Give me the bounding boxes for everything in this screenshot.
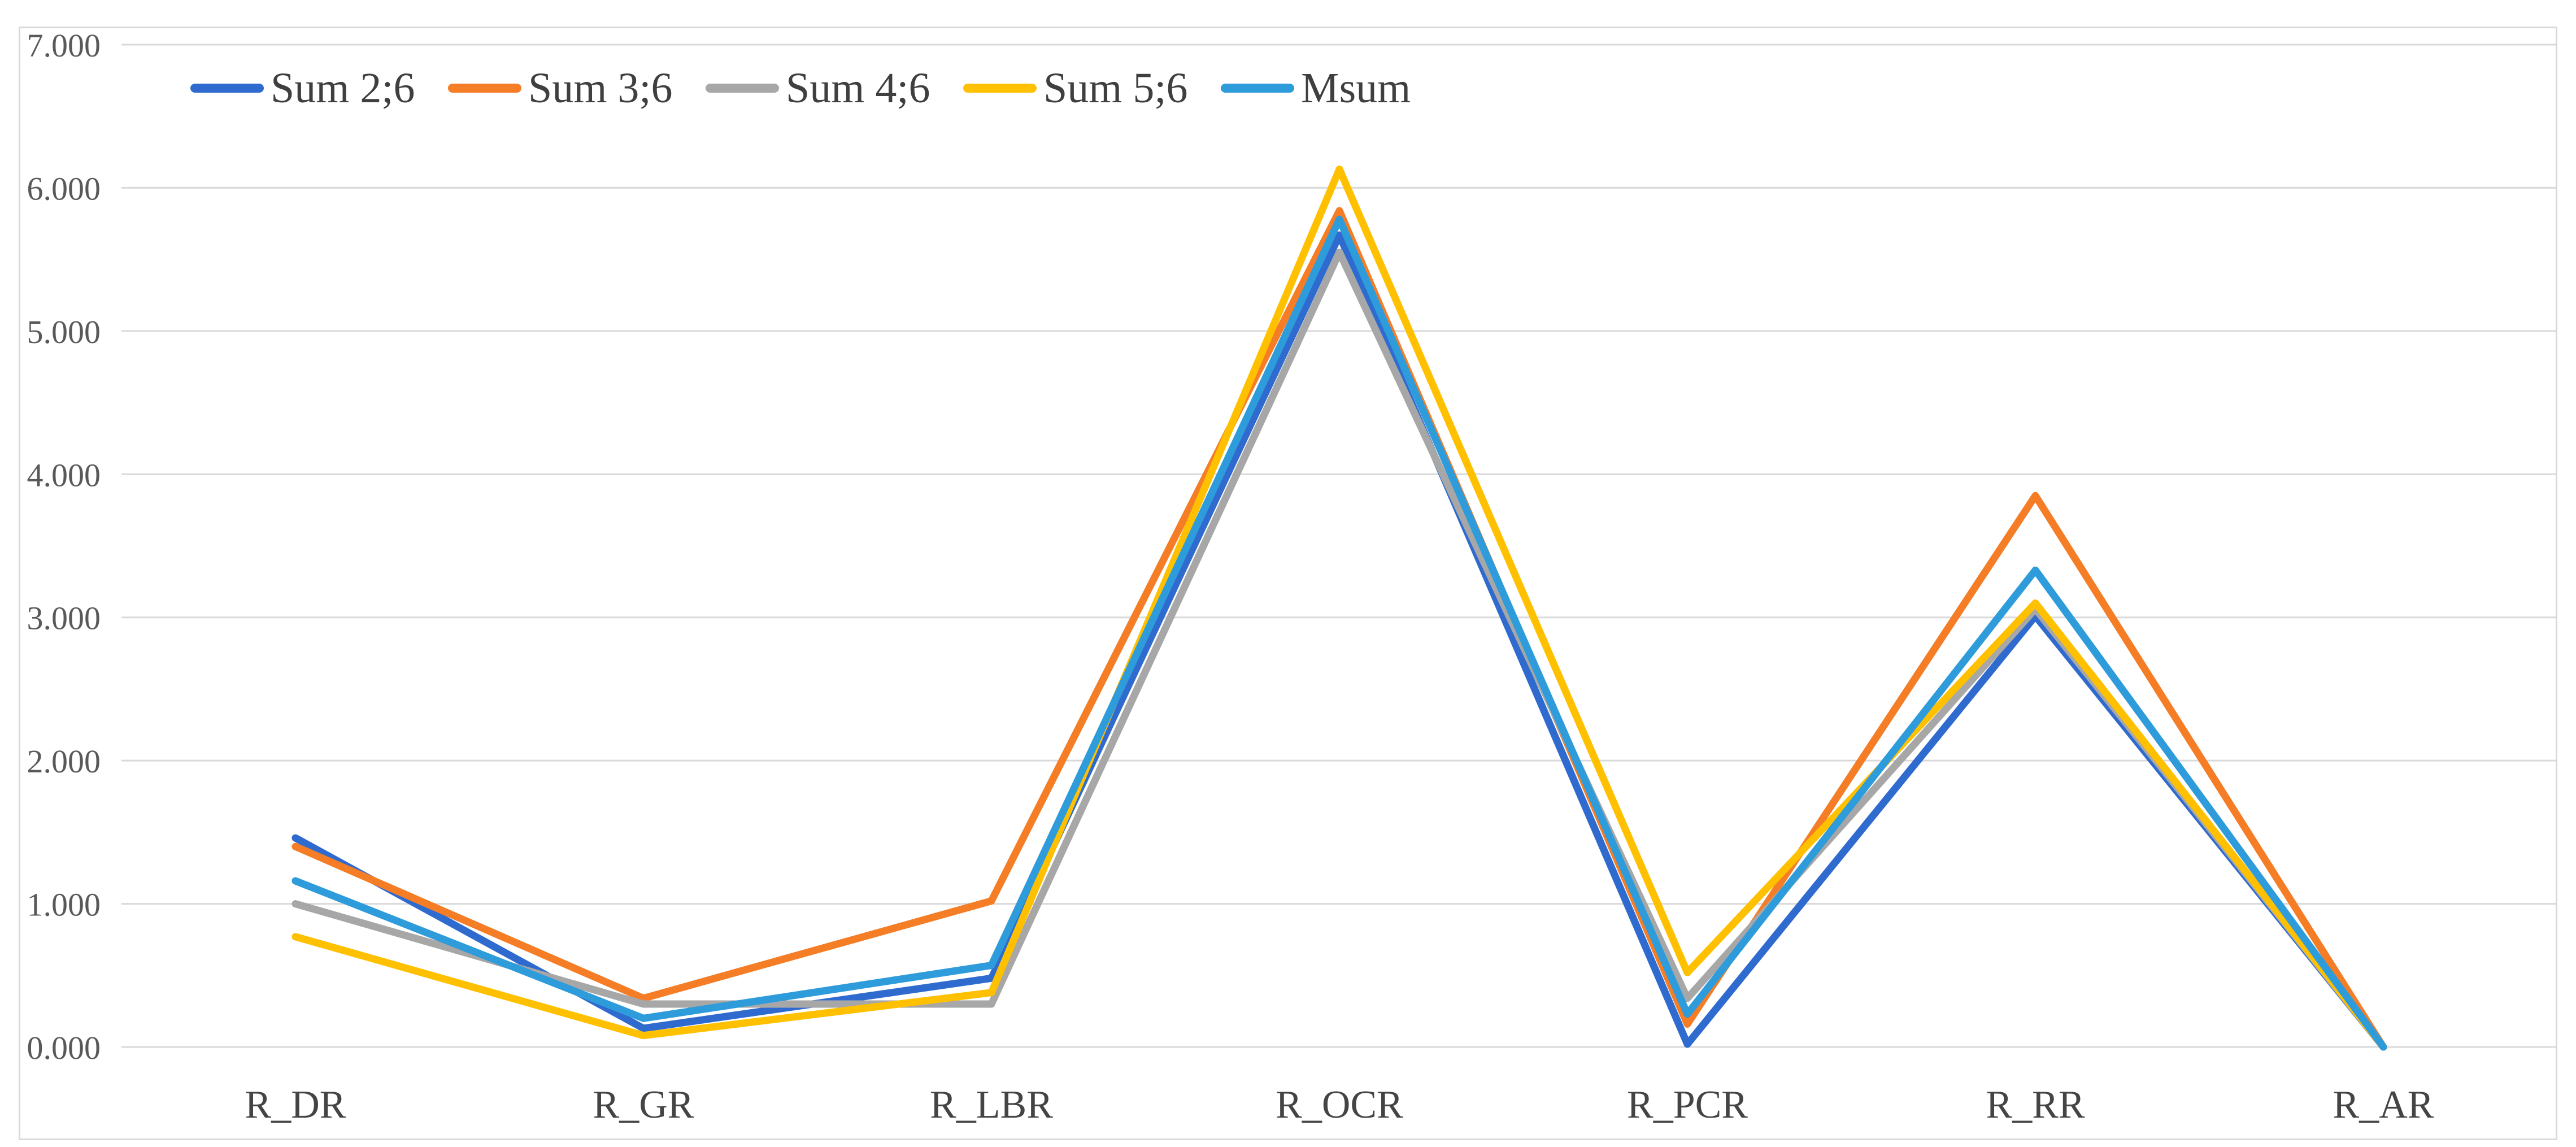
legend-swatch-sum2-6-icon: [190, 84, 264, 93]
legend-label: Sum 2;6: [271, 64, 415, 112]
y-axis-tick-label: 3.000: [27, 600, 101, 637]
legend-item-sum4-6[interactable]: Sum 4;6: [706, 67, 963, 110]
chart-border: [19, 27, 2557, 1140]
legend-item-sum5-6[interactable]: Sum 5;6: [963, 67, 1221, 110]
y-axis-tick-label: 4.000: [27, 457, 101, 493]
x-axis-category-label: R_RR: [1986, 1083, 2085, 1127]
series-line-sum-2-6: [291, 231, 2387, 1051]
x-axis-category-label: R_GR: [593, 1083, 694, 1127]
legend-swatch-sum3-6-icon: [448, 84, 521, 93]
legend-item-sum2-6[interactable]: Sum 2;6: [190, 67, 448, 110]
y-axis-tick-label: 6.000: [27, 170, 101, 207]
y-axis-tick-label: 0.000: [27, 1029, 101, 1066]
series-line-sum-5-6: [291, 165, 2387, 1051]
legend-label: Sum 5;6: [1043, 64, 1188, 112]
x-axis-category-label: R_OCR: [1276, 1083, 1403, 1127]
x-axis-category-label: R_AR: [2333, 1083, 2434, 1127]
legend-item-sum3-6[interactable]: Sum 3;6: [448, 67, 706, 110]
series-line-sum-3-6: [291, 207, 2387, 1051]
y-axis-tick-label: 2.000: [27, 743, 101, 780]
y-axis-tick-label: 5.000: [27, 314, 101, 350]
x-axis-category-label: R_PCR: [1627, 1083, 1748, 1127]
legend-swatch-sum5-6-icon: [963, 84, 1037, 93]
legend-item-msum[interactable]: Msum: [1221, 67, 1478, 110]
legend-label: Msum: [1301, 64, 1411, 112]
y-axis-tick-label: 1.000: [27, 887, 101, 923]
legend-swatch-sum4-6-icon: [706, 84, 779, 93]
series-line-msum: [291, 215, 2387, 1051]
y-axis-tick-label: 7.000: [27, 27, 101, 64]
legend-label: Sum 3;6: [528, 64, 673, 112]
legend-label: Sum 4;6: [786, 64, 930, 112]
x-axis-category-label: R_LBR: [930, 1083, 1053, 1127]
legend: Sum 2;6 Sum 3;6 Sum 4;6 Sum 5;6 Msum: [190, 61, 1478, 115]
x-axis-category-label: R_DR: [245, 1083, 346, 1127]
legend-swatch-msum-icon: [1221, 84, 1294, 93]
